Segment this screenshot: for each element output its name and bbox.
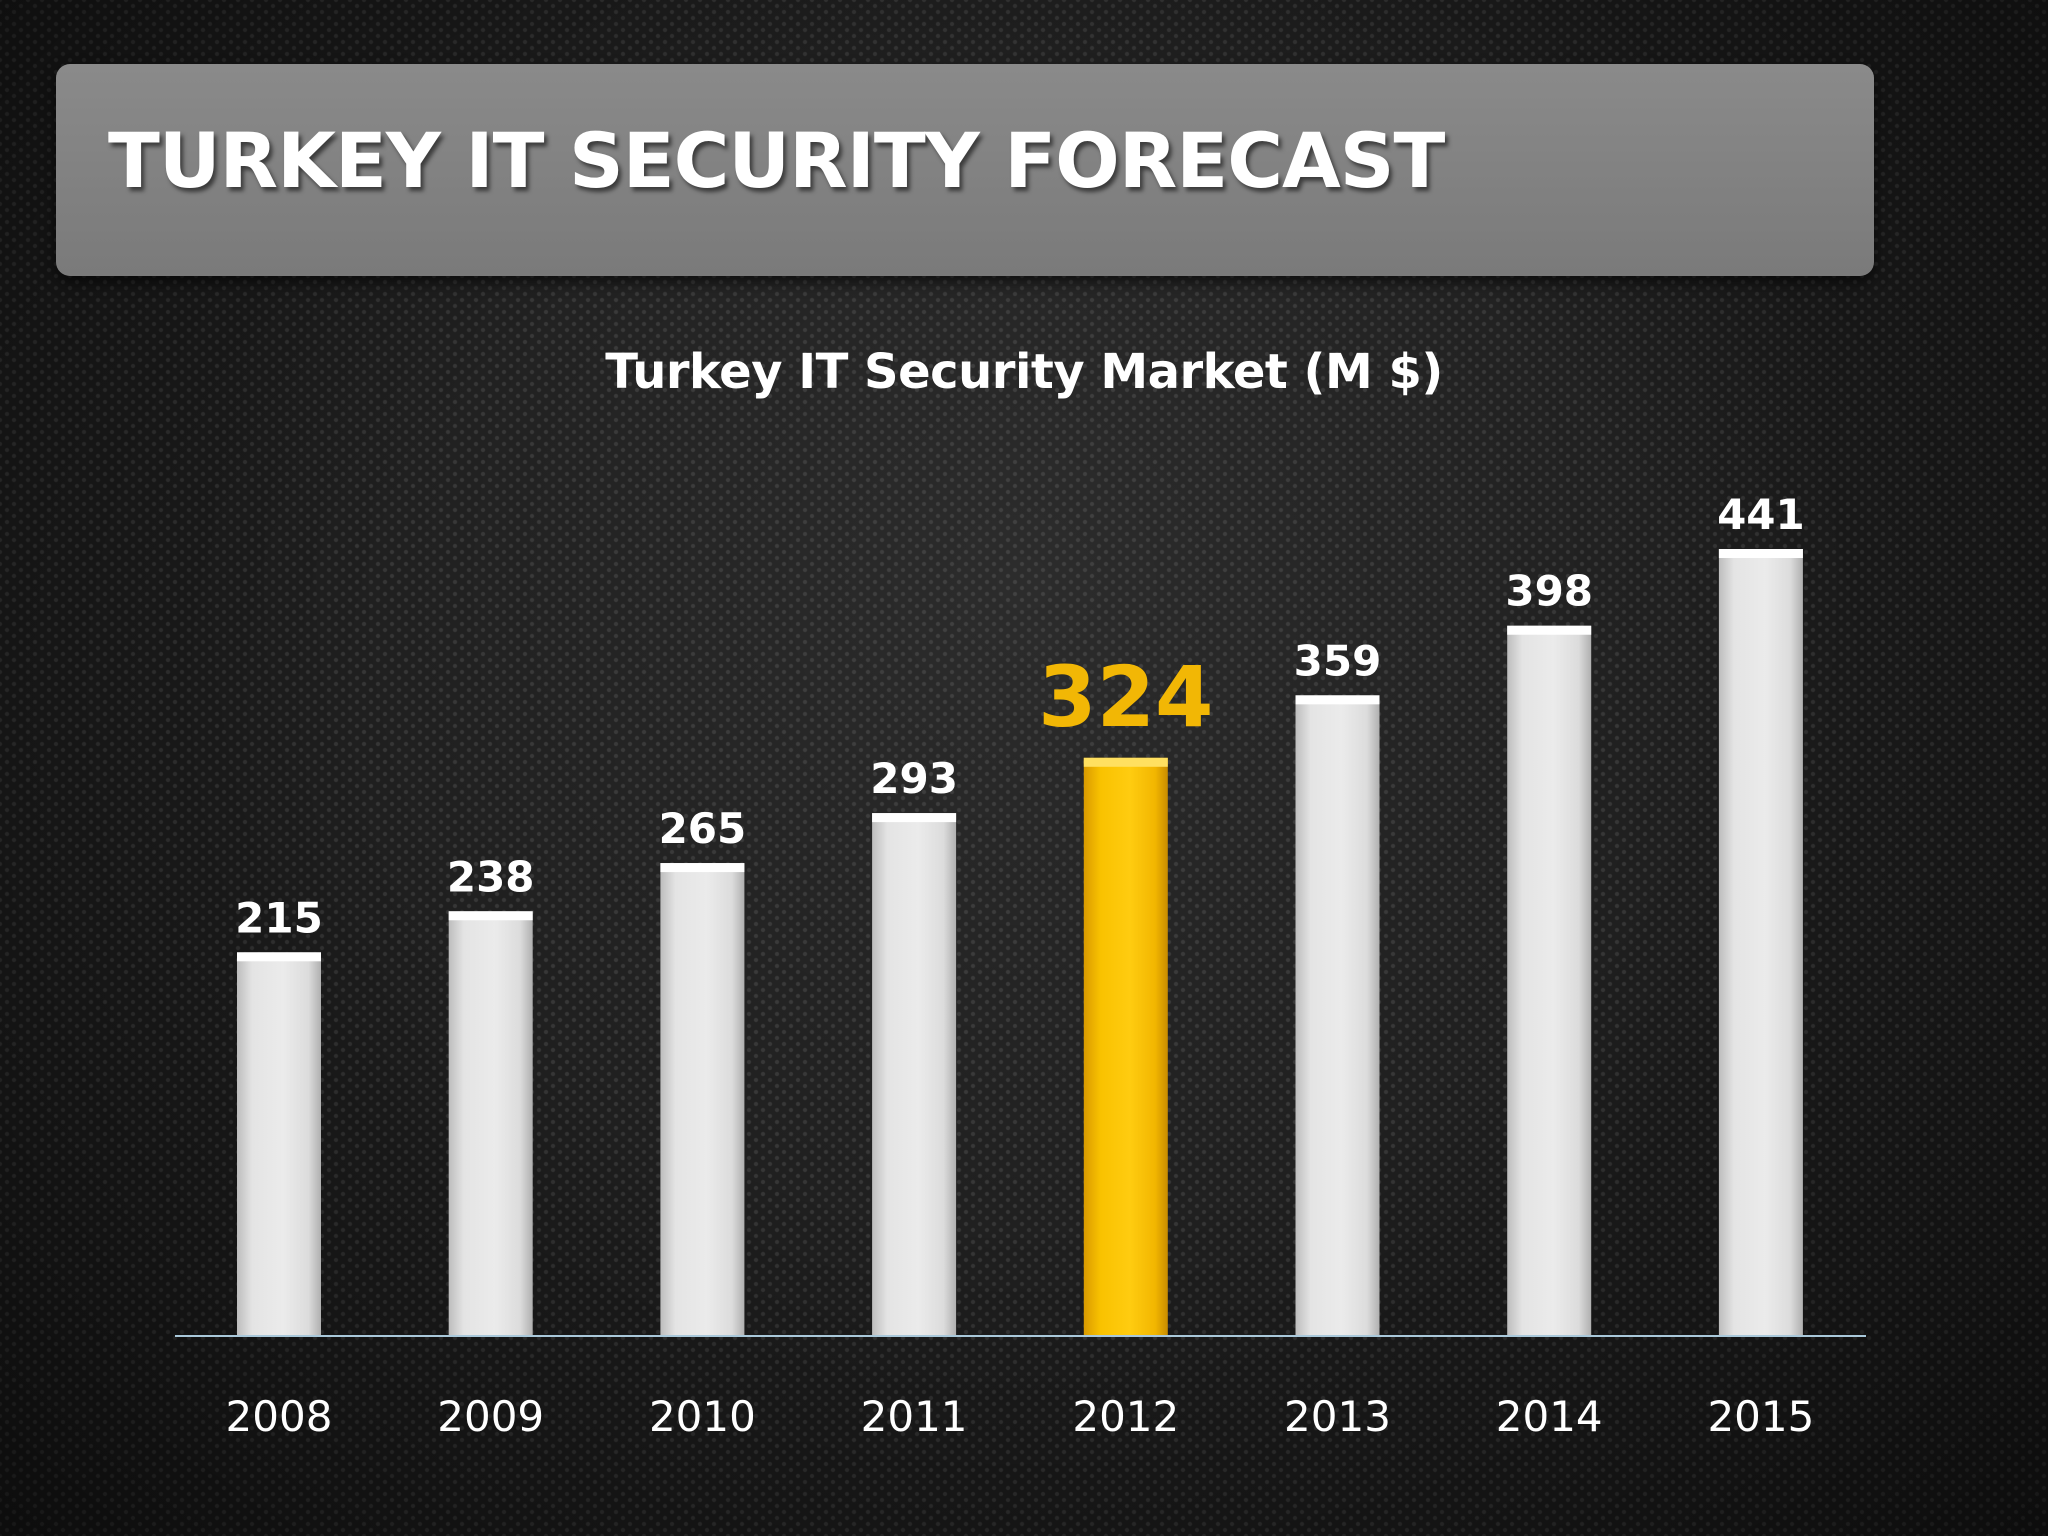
bar-2011 (872, 813, 957, 1336)
bar-cap-2013 (1295, 695, 1380, 705)
slide-title: TURKEY IT SECURITY FORECAST (108, 116, 1445, 205)
title-banner (56, 64, 1874, 276)
data-label-2013: 359 (1294, 636, 1382, 685)
bar-2015 (1718, 549, 1803, 1336)
data-labels-group: 215 238 265 293 324 359 398 441 (235, 490, 1805, 942)
data-label-2011: 293 (870, 754, 958, 803)
bar-2012 (1083, 757, 1168, 1336)
bar-cap-2015 (1718, 549, 1803, 558)
bar-2009 (448, 911, 533, 1336)
x-tick-label-2009: 2009 (437, 1392, 544, 1441)
bar-cap-2012 (1083, 757, 1168, 767)
x-tick-label-2008: 2008 (226, 1392, 333, 1441)
bar-2014 (1507, 625, 1592, 1336)
bar-cap-2010 (660, 863, 745, 873)
x-tick-label-2011: 2011 (861, 1392, 968, 1441)
data-label-2010: 265 (659, 804, 747, 853)
x-tick-labels-group: 2008 2009 2010 2011 2012 2013 2014 2015 (226, 1392, 1815, 1441)
bar-cap-2009 (448, 911, 533, 921)
bar-2013 (1295, 695, 1380, 1336)
data-label-2008: 215 (235, 893, 323, 942)
x-tick-label-2012: 2012 (1072, 1392, 1179, 1441)
x-tick-label-2014: 2014 (1496, 1392, 1603, 1441)
data-label-2012: 324 (1038, 648, 1213, 746)
bar-2010 (660, 863, 745, 1336)
data-label-2015: 441 (1717, 490, 1805, 539)
bars-group (237, 549, 1803, 1336)
bar-cap-2008 (237, 952, 321, 962)
x-tick-label-2010: 2010 (649, 1392, 756, 1441)
bar-2008 (237, 952, 321, 1336)
x-tick-label-2013: 2013 (1284, 1392, 1391, 1441)
bar-cap-2014 (1507, 625, 1592, 635)
chart-title: Turkey IT Security Market (M $) (605, 344, 1443, 400)
x-tick-label-2015: 2015 (1707, 1392, 1814, 1441)
data-label-2009: 238 (447, 852, 535, 901)
data-label-2014: 398 (1505, 567, 1593, 616)
bar-cap-2011 (872, 813, 957, 823)
